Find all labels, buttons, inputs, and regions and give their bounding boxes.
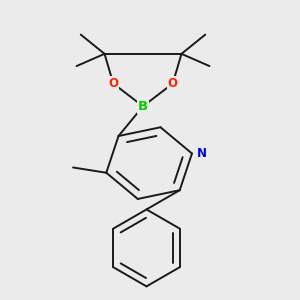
- Text: B: B: [138, 100, 148, 113]
- Text: O: O: [108, 77, 118, 90]
- Text: N: N: [197, 147, 207, 160]
- Text: O: O: [168, 77, 178, 90]
